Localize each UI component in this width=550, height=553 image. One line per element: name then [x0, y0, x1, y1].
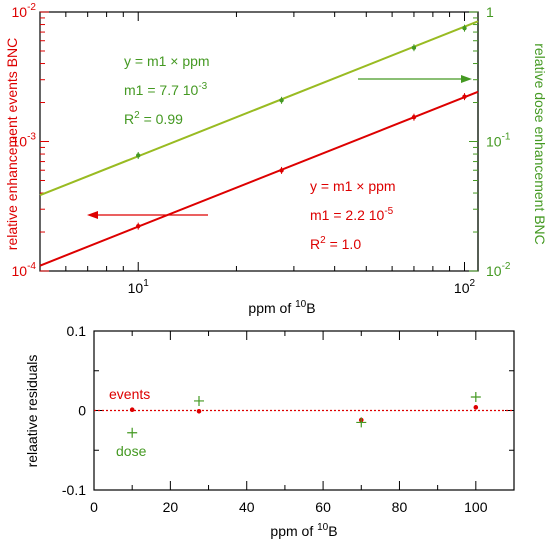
- bottom-x-tick-labels: 0 20 40 60 80 100: [90, 499, 488, 515]
- x-tick-label: 102: [454, 278, 476, 296]
- top-plot-frame: [39, 11, 479, 272]
- bottom-xlabel-pre: ppm of: [270, 523, 317, 539]
- events-residual-point: [129, 407, 135, 413]
- events-point: [136, 223, 141, 229]
- bottom-x-tick-label: 0: [90, 499, 98, 515]
- bottom-x-axis-title: ppm of 10B: [270, 522, 337, 539]
- data-points: [136, 24, 467, 230]
- dose-residual-point: [470, 391, 481, 402]
- dose-point: [411, 45, 417, 50]
- fit-lines: [39, 20, 479, 267]
- bottom-x-tick-label: 20: [163, 499, 179, 515]
- left-axis-title: relative enhancement events BNC: [4, 38, 20, 250]
- bottom-y-tick-label: 0: [78, 403, 86, 419]
- events-fit-annotation: y = m1 × ppm m1 = 2.2 10-5 R2 = 1.0: [310, 178, 396, 252]
- residual-points: [127, 391, 481, 438]
- events-r2-base: R: [310, 236, 320, 252]
- legend-dose: dose: [116, 443, 147, 459]
- dose-fit-r2: R2 = 0.99: [124, 110, 183, 127]
- left-tick-label-exp: -3: [27, 132, 36, 143]
- left-tick-label: 10-2: [12, 2, 37, 20]
- right-axis-tick-labels: 110-110-2: [486, 4, 511, 279]
- x-tick-label-base: 10: [128, 280, 144, 296]
- top-minor-ticks: [40, 11, 478, 272]
- top-x-axis-title: ppm of 10B: [248, 299, 315, 316]
- dose-r2-base: R: [124, 111, 134, 127]
- xlabel-post: B: [306, 300, 315, 316]
- bottom-y-tick-labels: 0.1 0 -0.1: [62, 323, 86, 498]
- bottom-ticks: [93, 330, 514, 491]
- dose-fit-line: [39, 20, 479, 197]
- x-tick-label: 101: [128, 278, 150, 296]
- events-fit-equation: y = m1 × ppm: [310, 178, 396, 194]
- dose-fit-annotation: y = m1 × ppm m1 = 7.7 10-3 R2 = 0.99: [124, 53, 210, 127]
- left-tick-label-base: 10: [12, 134, 28, 150]
- x-tick-label-base: 10: [454, 280, 470, 296]
- dose-residual-point: [127, 427, 138, 438]
- bottom-x-tick-label: 100: [464, 499, 488, 515]
- right-tick-label-exp: -2: [502, 261, 511, 272]
- right-tick-label: 10-1: [486, 132, 511, 150]
- events-arrow: [87, 211, 208, 219]
- x-tick-label-exp: 1: [143, 278, 149, 289]
- right-tick-label-base: 10: [486, 134, 502, 150]
- x-axis-tick-labels: 101 102: [128, 278, 476, 296]
- events-slope-exp: -5: [384, 206, 393, 217]
- left-axis-tick-labels: 10-210-310-4: [12, 2, 37, 279]
- events-point: [462, 94, 467, 99]
- x-tick-label-exp: 2: [470, 278, 476, 289]
- events-fit-slope: m1 = 2.2 10-5: [310, 206, 394, 223]
- bottom-y-axis-title: relaative residuals: [24, 355, 40, 468]
- dose-r2-value: = 0.99: [140, 111, 183, 127]
- right-tick-label-exp: -1: [502, 132, 511, 143]
- dose-fit-slope: m1 = 7.7 10-3: [124, 81, 208, 98]
- left-tick-label: 10-4: [12, 261, 37, 279]
- dose-slope-exp: -3: [198, 81, 207, 92]
- right-tick-label: 1: [486, 4, 494, 20]
- legend-events: events: [109, 386, 150, 402]
- right-tick-label: 10-2: [486, 261, 511, 279]
- dose-point: [462, 25, 467, 31]
- top-panel: 10-210-310-4 110-110-2 101 102 relative e…: [4, 2, 548, 316]
- left-tick-label: 10-3: [12, 132, 37, 150]
- events-r2-exp: 2: [320, 235, 326, 246]
- events-fit-line: [39, 90, 479, 267]
- bottom-x-tick-label: 40: [239, 499, 255, 515]
- events-r2-value: = 1.0: [326, 236, 362, 252]
- dose-point: [136, 153, 141, 158]
- bottom-xlabel-sup: 10: [317, 522, 329, 533]
- events-residual-point: [473, 405, 479, 410]
- bottom-x-tick-label: 60: [315, 499, 331, 515]
- dose-fit-equation: y = m1 × ppm: [124, 53, 210, 69]
- dose-point: [279, 98, 284, 103]
- bottom-y-tick-label: -0.1: [62, 482, 86, 498]
- bottom-y-tick-label: 0.1: [67, 323, 87, 339]
- dose-arrow: [358, 75, 472, 83]
- right-axis-title: relative dose enhancement BNC: [532, 43, 548, 245]
- right-tick-label-base: 10: [486, 263, 502, 279]
- dose-slope-text: m1 = 7.7 10: [124, 82, 199, 98]
- left-tick-label-exp: -2: [27, 2, 36, 13]
- events-residual-point: [196, 408, 202, 414]
- dose-residual-point: [194, 395, 204, 406]
- bottom-xlabel-post: B: [328, 523, 337, 539]
- dose-r2-exp: 2: [134, 110, 140, 121]
- bottom-panel: 0 20 40 60 80 100 0.10-0.1 relaative residual…: [24, 323, 515, 539]
- events-fit-r2: R2 = 1.0: [310, 235, 361, 252]
- left-tick-label-base: 10: [12, 4, 28, 20]
- events-slope-text: m1 = 2.2 10: [310, 207, 385, 223]
- xlabel-pre: ppm of: [248, 300, 295, 316]
- left-tick-label-base: 10: [12, 263, 28, 279]
- events-point: [279, 168, 284, 173]
- dose-residual-point: [356, 417, 367, 428]
- xlabel-sup: 10: [295, 299, 307, 310]
- bottom-x-tick-label: 80: [392, 499, 408, 515]
- events-point: [411, 115, 417, 120]
- left-tick-label-exp: -4: [27, 261, 36, 272]
